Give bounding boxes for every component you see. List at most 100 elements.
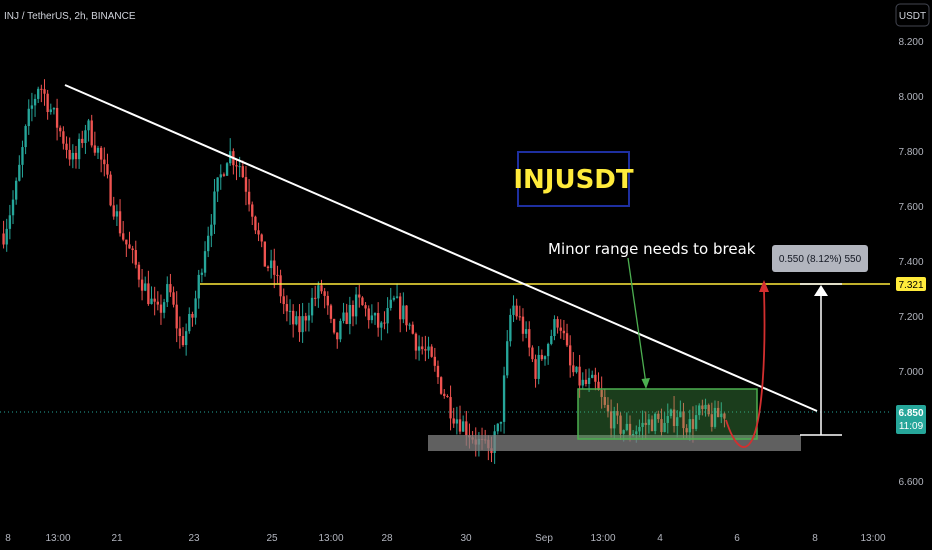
measure-label: 0.550 (8.12%) 550 xyxy=(779,254,862,265)
x-tick-label: 28 xyxy=(381,533,393,544)
candle-body xyxy=(244,177,248,192)
candle-body xyxy=(345,312,348,324)
candle-body xyxy=(285,304,289,312)
candle-body xyxy=(424,349,427,351)
time-axis[interactable]: 8 13:00 21 23 25 13:00 28 30 Sep 13:00 4 6 8 13:00 xyxy=(5,533,886,544)
candle-body xyxy=(367,308,370,321)
candle-body xyxy=(30,105,34,109)
candle-body xyxy=(96,147,100,153)
minor-range-box xyxy=(577,388,758,440)
candle-body xyxy=(443,393,446,397)
candle-body xyxy=(682,411,685,429)
candle-body xyxy=(216,177,219,192)
candle-body xyxy=(118,211,122,234)
resistance-badge: 7.321 xyxy=(896,277,926,291)
x-tick-label: Sep xyxy=(535,533,553,544)
candle-body xyxy=(251,204,254,217)
candle-body xyxy=(616,411,619,416)
candle-body xyxy=(635,431,638,435)
candle-body xyxy=(723,413,726,419)
candle-body xyxy=(348,304,352,324)
candle-body xyxy=(515,305,518,317)
y-tick-label: 7.600 xyxy=(898,202,923,213)
candle-body xyxy=(654,413,657,432)
candle-body xyxy=(399,296,402,320)
x-tick-label: 30 xyxy=(460,533,472,544)
candle-body xyxy=(21,147,24,165)
x-tick-label: 8 xyxy=(5,533,11,544)
candle-body xyxy=(698,405,701,416)
y-tick-label: 8.000 xyxy=(898,92,923,103)
candle-body xyxy=(430,346,433,357)
candle-body xyxy=(641,422,644,427)
y-tick-label: 7.400 xyxy=(898,257,923,268)
candle-body xyxy=(62,131,65,144)
candle-body xyxy=(90,120,93,146)
candle-body xyxy=(106,164,109,175)
candle-body xyxy=(137,264,141,280)
title-box: INJUSDT xyxy=(513,151,634,207)
candle-body xyxy=(103,159,106,165)
candle-body xyxy=(701,405,704,410)
candle-body xyxy=(213,191,216,225)
candle-body xyxy=(235,165,238,167)
candle-body xyxy=(77,138,81,160)
candle-body xyxy=(329,305,333,319)
candle-body xyxy=(55,107,59,128)
candle-body xyxy=(122,233,125,240)
candle-body xyxy=(128,244,131,249)
candle-body xyxy=(455,419,459,424)
candle-body xyxy=(326,295,329,306)
candle-body xyxy=(219,174,222,178)
candle-body xyxy=(81,138,84,144)
candle-body xyxy=(591,374,594,378)
candle-body xyxy=(650,419,654,432)
candle-body xyxy=(395,296,399,298)
candle-body xyxy=(194,298,197,318)
y-tick-label: 7.200 xyxy=(898,312,923,323)
candle-body xyxy=(606,404,610,412)
candle-body xyxy=(414,333,418,351)
candle-body xyxy=(376,313,380,328)
candle-body xyxy=(663,422,666,433)
candle-body xyxy=(581,379,584,386)
candle-body xyxy=(392,297,396,300)
candle-body xyxy=(178,328,182,337)
candle-body xyxy=(307,315,311,321)
candle-body xyxy=(169,284,172,293)
candle-body xyxy=(317,285,320,299)
x-tick-label: 13:00 xyxy=(860,533,885,544)
y-tick-label: 7.800 xyxy=(898,147,923,158)
candle-body xyxy=(320,285,323,292)
candle-body xyxy=(720,413,723,418)
y-tick-label: 8.200 xyxy=(898,37,923,48)
candle-body xyxy=(597,381,600,391)
candle-body xyxy=(625,423,629,431)
x-tick-label: 13:00 xyxy=(45,533,70,544)
candle-body xyxy=(609,411,613,429)
candle-body xyxy=(37,88,40,99)
candle-body xyxy=(402,305,405,320)
candle-body xyxy=(188,313,191,332)
candle-body xyxy=(269,260,273,269)
candles xyxy=(2,79,726,464)
candle-body xyxy=(433,356,436,366)
candle-body xyxy=(578,366,581,386)
candle-body xyxy=(421,346,424,350)
candle-body xyxy=(657,413,660,420)
candle-body xyxy=(458,419,462,432)
candle-body xyxy=(521,316,525,334)
price-axis[interactable]: 8.200 8.000 7.800 7.600 7.400 7.200 7.000 6.600 xyxy=(898,37,923,488)
candle-body xyxy=(647,419,651,425)
x-tick-label: 25 xyxy=(266,533,278,544)
currency-button[interactable]: USDT xyxy=(895,3,930,27)
candle-body xyxy=(373,313,377,316)
candle-body xyxy=(14,180,18,200)
candle-body xyxy=(619,415,622,434)
candle-body xyxy=(156,301,159,305)
candle-body xyxy=(59,127,62,132)
countdown-label: 11:09 xyxy=(899,421,924,432)
y-tick-label: 6.600 xyxy=(898,477,923,488)
candle-body xyxy=(323,291,326,296)
